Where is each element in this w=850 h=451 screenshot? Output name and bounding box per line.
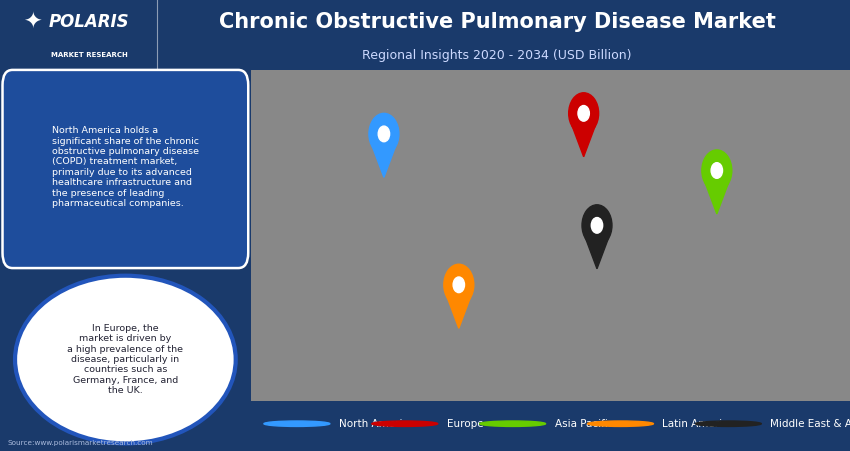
Polygon shape	[447, 297, 471, 328]
Text: Regional Insights 2020 - 2034 (USD Billion): Regional Insights 2020 - 2034 (USD Billi…	[362, 50, 632, 62]
Text: ✦: ✦	[23, 12, 42, 32]
Circle shape	[695, 421, 762, 427]
Circle shape	[444, 264, 473, 305]
Polygon shape	[586, 238, 609, 269]
Circle shape	[371, 421, 438, 427]
Circle shape	[711, 163, 722, 178]
Text: MARKET RESEARCH: MARKET RESEARCH	[51, 51, 128, 58]
Ellipse shape	[15, 276, 235, 443]
Text: Latin America: Latin America	[662, 419, 734, 429]
Text: Middle East & Africa: Middle East & Africa	[770, 419, 850, 429]
Circle shape	[453, 277, 464, 293]
Circle shape	[702, 150, 732, 191]
Circle shape	[378, 126, 389, 142]
Circle shape	[569, 93, 598, 134]
Text: Source:www.polarismarketresearch.com: Source:www.polarismarketresearch.com	[8, 441, 153, 446]
Text: Asia Pacific: Asia Pacific	[554, 419, 613, 429]
Circle shape	[578, 106, 589, 121]
Text: POLARIS: POLARIS	[49, 14, 129, 32]
Circle shape	[264, 421, 330, 427]
Text: North America holds a
significant share of the chronic
obstructive pulmonary dis: North America holds a significant share …	[52, 126, 199, 208]
Circle shape	[479, 421, 546, 427]
Polygon shape	[572, 126, 595, 157]
Circle shape	[582, 205, 612, 246]
Polygon shape	[706, 183, 728, 214]
Circle shape	[587, 421, 654, 427]
Text: Europe: Europe	[447, 419, 484, 429]
Circle shape	[369, 113, 399, 155]
Circle shape	[592, 217, 603, 233]
FancyBboxPatch shape	[3, 70, 248, 268]
Text: North America: North America	[339, 419, 415, 429]
Text: Chronic Obstructive Pulmonary Disease Market: Chronic Obstructive Pulmonary Disease Ma…	[218, 12, 776, 32]
Polygon shape	[372, 146, 395, 177]
Text: In Europe, the
market is driven by
a high prevalence of the
disease, particularl: In Europe, the market is driven by a hig…	[67, 324, 184, 395]
